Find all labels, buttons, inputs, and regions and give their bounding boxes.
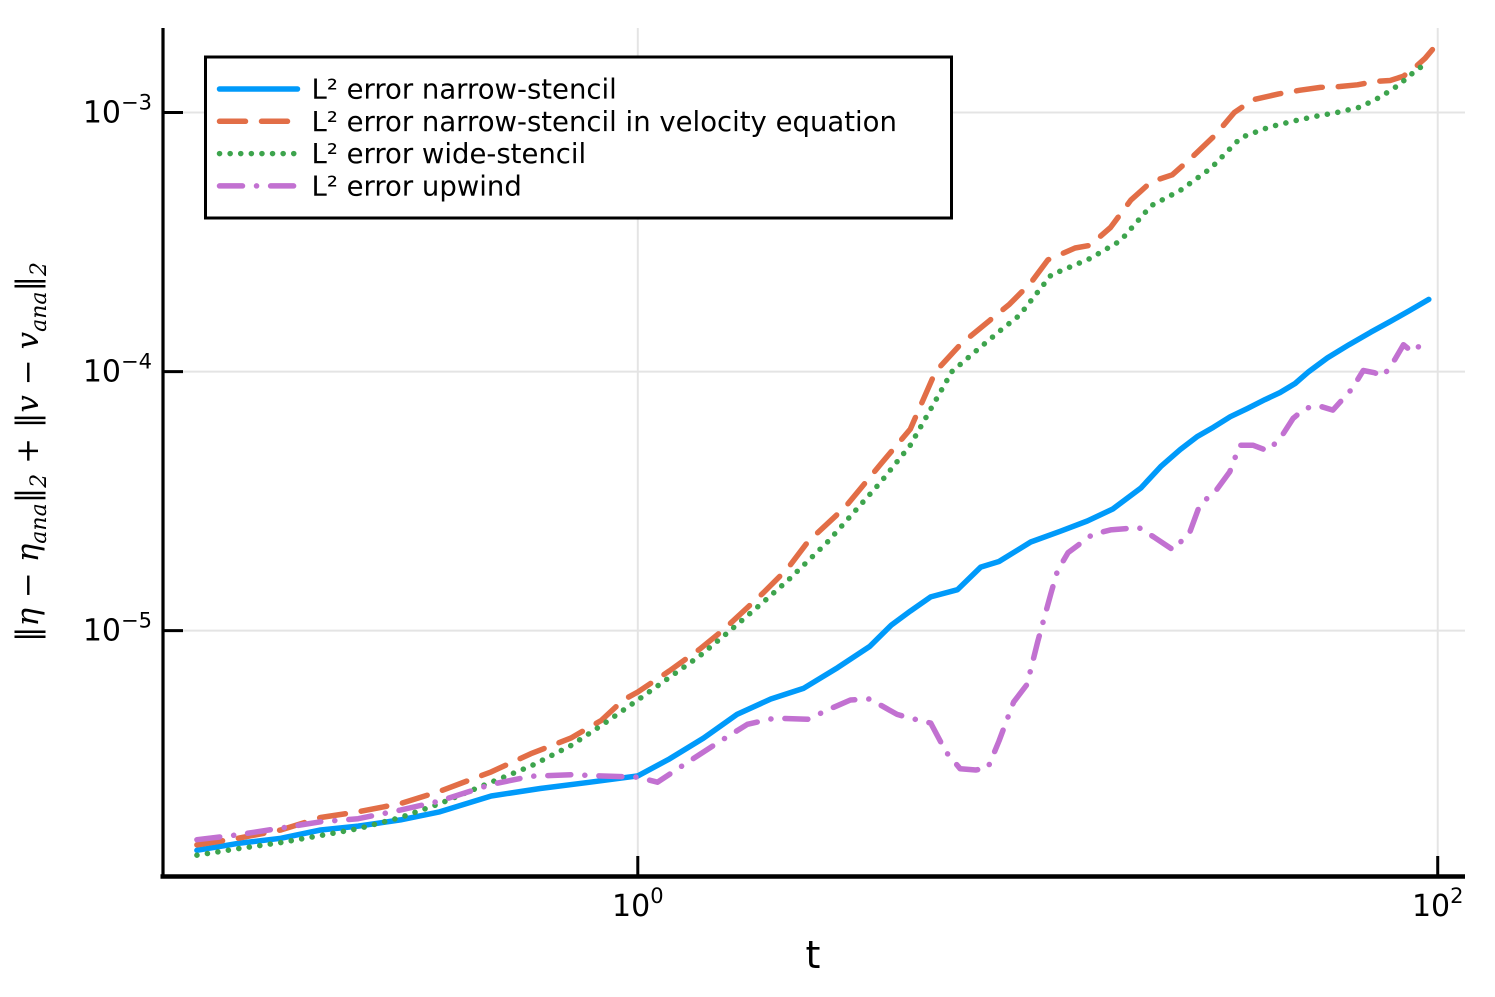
- legend-box: [204, 55, 953, 220]
- y-tick-label: 10−3: [83, 91, 152, 131]
- y-axis-label-subscript: 2: [27, 474, 52, 489]
- legend-item: L² error wide-stencil: [216, 138, 587, 170]
- y-axis-label-subscript: ana: [27, 291, 52, 331]
- y-axis-label-part: ‖: [10, 276, 46, 292]
- legend-item: L² error upwind: [216, 170, 522, 202]
- y-tick-label-exponent: −3: [121, 91, 152, 115]
- axis-labels: t ‖η − ηana‖2 + ‖v − vana‖2: [10, 262, 820, 977]
- series-line-0: [194, 296, 1432, 854]
- axes: [160, 28, 1465, 879]
- series-lines: [194, 46, 1436, 858]
- y-tick-label-exponent: −4: [121, 350, 152, 374]
- y-axis-label-part: + ‖v − v: [10, 331, 46, 473]
- series-line-1: [194, 46, 1436, 848]
- legend-label: L² error narrow-stencil: [312, 74, 617, 106]
- y-axis-label-part: ‖: [10, 488, 46, 504]
- x-tick-label-exponent: 2: [1450, 884, 1463, 908]
- legend-item: L² error narrow-stencil: [216, 74, 617, 106]
- y-axis-label-subscript: 2: [27, 262, 52, 277]
- legend-label: L² error upwind: [312, 170, 522, 202]
- y-axis-label: ‖η − ηana‖2 + ‖v − vana‖2: [10, 262, 52, 642]
- x-axis-label: t: [806, 933, 821, 977]
- x-tick-label-base: 10: [1412, 889, 1450, 924]
- y-tick-label: 10−4: [83, 350, 152, 390]
- x-tick-label-exponent: 0: [650, 884, 663, 908]
- y-tick-label-base: 10: [83, 355, 121, 390]
- tick-marks: [163, 111, 1440, 876]
- y-tick-label: 10−5: [83, 609, 152, 649]
- y-tick-label-base: 10: [83, 614, 121, 649]
- x-tick-label: 100: [612, 884, 664, 924]
- y-axis-label-subscript: ana: [27, 503, 52, 543]
- legend-label: L² error narrow-stencil in velocity equa…: [312, 106, 897, 138]
- y-tick-label-exponent: −5: [121, 609, 152, 633]
- legend-label: L² error wide-stencil: [312, 138, 587, 170]
- series-line-3: [194, 339, 1427, 843]
- y-tick-label-base: 10: [83, 96, 121, 131]
- x-tick-label: 102: [1412, 884, 1464, 924]
- y-axis-label-part: ‖η − η: [10, 543, 46, 642]
- x-tick-label-base: 10: [612, 889, 650, 924]
- legend-item: L² error narrow-stencil in velocity equa…: [216, 106, 897, 138]
